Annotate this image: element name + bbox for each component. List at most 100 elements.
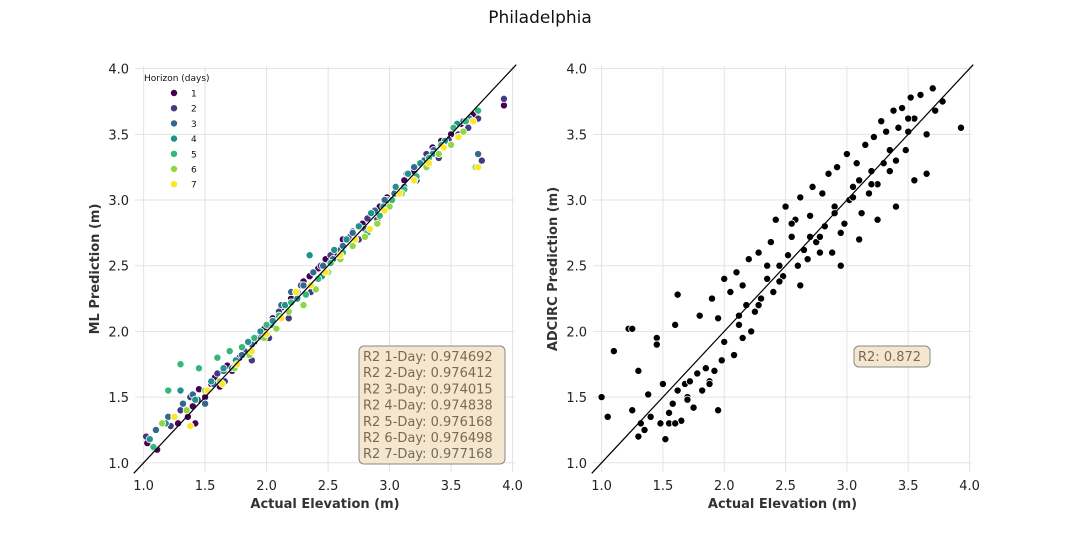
data-point <box>717 356 726 365</box>
x-tick-label: 1.0 <box>133 479 154 494</box>
data-point <box>815 248 824 257</box>
data-point <box>916 90 925 99</box>
x-tick-label: 3.5 <box>898 479 919 494</box>
y-tick-label: 1.5 <box>108 391 129 406</box>
legend-marker <box>169 89 178 98</box>
data-point <box>849 193 858 202</box>
data-point <box>710 366 719 375</box>
data-point <box>301 290 310 299</box>
data-point <box>287 298 296 307</box>
data-point <box>603 412 612 421</box>
data-point <box>272 324 281 333</box>
data-point <box>151 425 160 434</box>
y-tick-label: 3.5 <box>108 128 129 143</box>
data-point <box>391 182 400 191</box>
data-point <box>771 215 780 224</box>
data-point <box>342 235 351 244</box>
data-point <box>176 360 185 369</box>
data-point <box>742 301 751 310</box>
data-point <box>879 159 888 168</box>
data-point <box>306 281 315 290</box>
legend-marker <box>169 164 178 173</box>
legend-entry-label: 3 <box>191 120 197 130</box>
data-point <box>747 327 756 336</box>
data-point <box>784 251 793 260</box>
data-point <box>474 163 483 172</box>
data-point <box>321 268 330 277</box>
data-point <box>906 93 915 102</box>
data-point <box>671 320 680 329</box>
figure-title: Philadelphia <box>488 8 592 28</box>
data-point <box>400 176 409 185</box>
annotation-background <box>358 345 506 465</box>
data-point <box>828 248 837 257</box>
data-point <box>867 180 876 189</box>
data-point <box>852 159 861 168</box>
data-point <box>855 176 864 185</box>
data-point <box>477 156 486 165</box>
data-point <box>348 242 357 251</box>
data-point <box>769 287 778 296</box>
data-point <box>820 222 829 231</box>
data-point <box>410 163 419 172</box>
legend-marker <box>169 149 178 158</box>
data-point <box>262 330 271 339</box>
data-point <box>867 167 876 176</box>
data-point <box>665 408 674 417</box>
data-point <box>904 127 913 136</box>
data-point <box>644 390 653 399</box>
x-tick-label: 4.0 <box>959 479 980 494</box>
y-tick-label: 2.5 <box>566 260 587 275</box>
legend-entry-label: 1 <box>191 90 197 100</box>
data-point <box>705 379 714 388</box>
data-point <box>351 235 360 244</box>
data-point <box>901 146 910 155</box>
annotation-text: R2 1-Day: 0.974692 <box>363 350 493 365</box>
data-point <box>186 422 195 431</box>
legend-entry-label: 5 <box>191 150 197 160</box>
data-point <box>744 255 753 264</box>
data-point <box>806 211 815 220</box>
data-point <box>348 228 357 237</box>
data-point <box>799 245 808 254</box>
x-tick-label: 1.0 <box>591 479 612 494</box>
data-point <box>840 219 849 228</box>
y-tick-label: 1.0 <box>108 457 129 472</box>
data-point <box>646 412 655 421</box>
data-point <box>766 238 775 247</box>
chart-panel-2: 1.0 1.5 2.0 2.5 3.0 3.5 4.0 1.0 1.5 2.0 2.5 3.0 3.5 4… <box>546 63 980 512</box>
chart-panel-1: 1.0 1.5 2.0 2.5 3.0 3.5 4.0 1.0 1.5 2.0 2.5 3.0 3.5 4… <box>88 63 523 512</box>
data-point <box>459 127 468 136</box>
data-point <box>237 343 246 352</box>
data-point <box>775 277 784 286</box>
y-tick-label: 1.5 <box>566 391 587 406</box>
legend-marker <box>169 104 178 113</box>
y-tick-label: 3.0 <box>108 194 129 209</box>
y-axis-label: ADCIRC Prediction (m) <box>546 187 561 351</box>
data-point <box>284 307 293 316</box>
data-point <box>292 287 301 296</box>
data-point <box>695 311 704 320</box>
annotation-text: R2 6-Day: 0.976498 <box>363 431 493 446</box>
data-point <box>693 369 702 378</box>
data-point <box>365 224 374 233</box>
data-point <box>250 333 259 342</box>
legend-marker <box>169 134 178 143</box>
data-point <box>194 364 203 373</box>
y-tick-label: 3.5 <box>566 128 587 143</box>
y-tick-label: 4.0 <box>108 63 129 78</box>
data-point <box>336 251 345 260</box>
data-point <box>894 123 903 132</box>
data-point <box>738 333 747 342</box>
data-point <box>836 228 845 237</box>
data-point <box>891 156 900 165</box>
annotation-text: R2 3-Day: 0.974015 <box>363 382 493 397</box>
data-point <box>885 146 894 155</box>
data-point <box>714 314 723 323</box>
data-point <box>447 140 456 149</box>
data-point <box>891 202 900 211</box>
data-point <box>284 314 293 323</box>
data-point <box>910 176 919 185</box>
data-point <box>360 232 369 241</box>
data-point <box>781 202 790 211</box>
